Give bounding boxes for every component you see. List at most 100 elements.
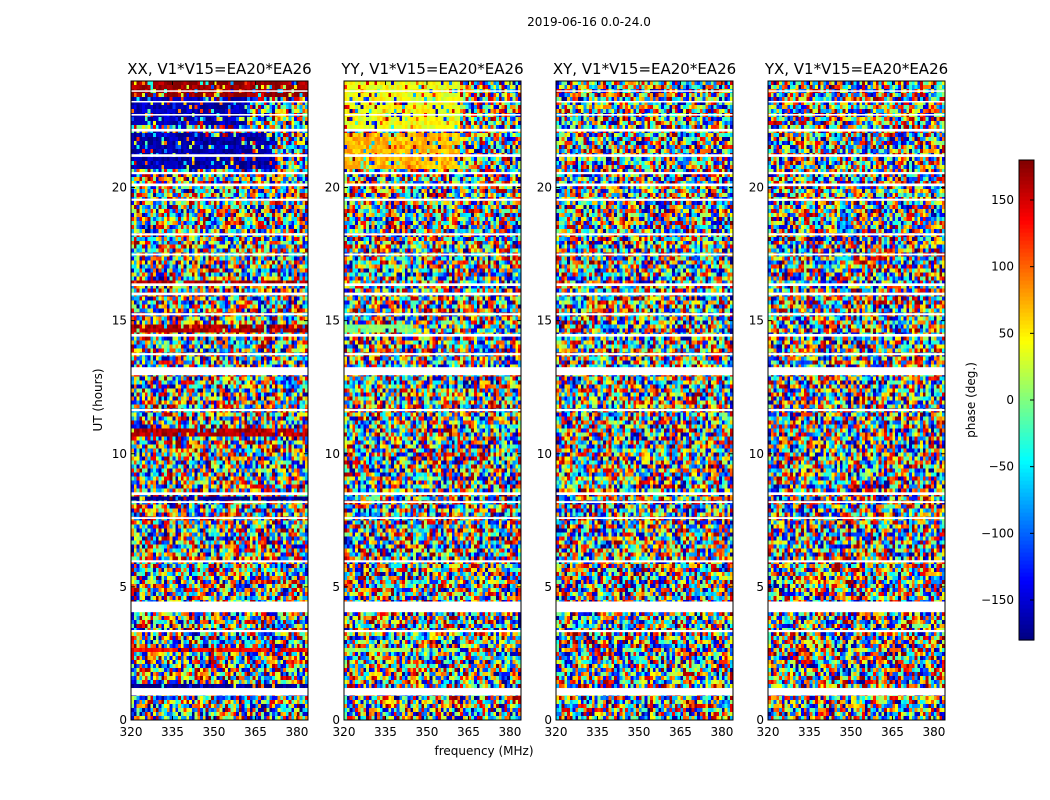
flagged-gap — [768, 353, 945, 356]
x-tick-label: 350 — [840, 725, 863, 739]
flagged-gap — [131, 128, 308, 132]
colorbar-tick-label: −100 — [981, 526, 1014, 540]
x-tick-label: 320 — [333, 725, 356, 739]
colorbar-step — [1019, 508, 1034, 513]
x-tick-label: 335 — [798, 725, 821, 739]
colorbar-tick-label: 100 — [991, 260, 1014, 274]
flagged-gap — [344, 313, 521, 316]
flagged-gap — [556, 630, 733, 633]
colorbar-step — [1019, 276, 1034, 281]
flagged-gap — [344, 233, 521, 236]
colorbar-step — [1019, 580, 1034, 585]
x-tick-label: 350 — [416, 725, 439, 739]
x-tick-label: 365 — [457, 725, 480, 739]
panel-1: XX, V1*V15=EA20*EA26 320 335 350 365 380 0 5 10 1… — [112, 60, 312, 739]
colorbar-step — [1019, 180, 1034, 185]
panel-frame — [767, 80, 946, 721]
flagged-gap — [344, 333, 521, 337]
colorbar-step — [1019, 220, 1034, 225]
colorbar-step — [1019, 416, 1034, 421]
flagged-gap — [768, 560, 945, 563]
flagged-gap — [344, 601, 521, 613]
colorbar-step — [1019, 200, 1034, 205]
colorbar-step — [1019, 616, 1034, 621]
colorbar-step — [1019, 364, 1034, 369]
y-tick-label: 15 — [537, 314, 552, 328]
colorbar-step — [1019, 608, 1034, 613]
x-tick-label: 365 — [244, 725, 267, 739]
y-tick-label: 5 — [332, 580, 340, 594]
colorbar-step — [1019, 408, 1034, 413]
colorbar: 150 100 50 0 −50 −100 −150 — [981, 159, 1035, 641]
flagged-gap — [344, 409, 521, 412]
colorbar-step — [1019, 396, 1034, 401]
colorbar-step — [1019, 476, 1034, 481]
panel-title: YX, V1*V15=EA20*EA26 — [764, 60, 948, 78]
flagged-gap — [768, 409, 945, 412]
colorbar-step — [1019, 424, 1034, 429]
colorbar-step — [1019, 592, 1034, 597]
flagged-gap — [556, 688, 733, 696]
flagged-gap — [556, 501, 733, 504]
x-tick-label: 335 — [374, 725, 397, 739]
y-tick-label: 10 — [325, 447, 340, 461]
y-axis-label: UT (hours) — [91, 368, 105, 431]
y-tick-label: 10 — [749, 447, 764, 461]
colorbar-step — [1019, 528, 1034, 533]
flagged-gap — [344, 172, 521, 175]
colorbar-step — [1019, 256, 1034, 261]
flagged-gap — [556, 100, 733, 103]
y-tick-label: 10 — [537, 447, 552, 461]
colorbar-step — [1019, 500, 1034, 505]
flagged-gap — [768, 128, 945, 132]
colorbar-step — [1019, 448, 1034, 453]
y-tick-label: 10 — [112, 447, 127, 461]
flagged-gap — [768, 154, 945, 157]
y-tick-label: 20 — [749, 181, 764, 195]
flagged-gap — [344, 353, 521, 356]
flagged-gap — [768, 233, 945, 236]
phase-heatmap — [131, 81, 308, 720]
flagged-gap — [131, 233, 308, 236]
flagged-gap — [768, 630, 945, 633]
flagged-gap — [131, 183, 308, 187]
colorbar-step — [1019, 368, 1034, 373]
flagged-gap — [768, 292, 945, 296]
flagged-gap — [556, 367, 733, 376]
colorbar-step — [1019, 628, 1034, 633]
x-tick-label: 335 — [161, 725, 184, 739]
panel-3: XY, V1*V15=EA20*EA26 320 335 350 365 380 0 5 10 1… — [537, 60, 736, 739]
colorbar-step — [1019, 260, 1034, 265]
colorbar-step — [1019, 456, 1034, 461]
colorbar-step — [1019, 340, 1034, 345]
colorbar-step — [1019, 280, 1034, 285]
colorbar-step — [1019, 584, 1034, 589]
colorbar-step — [1019, 224, 1034, 229]
flagged-gap — [344, 114, 521, 116]
flagged-gap — [131, 501, 308, 504]
panel-4: YX, V1*V15=EA20*EA26 320 335 350 365 380 0 5 10 1… — [749, 60, 948, 739]
flagged-gap — [344, 198, 521, 201]
flagged-gap — [131, 630, 308, 633]
flagged-gap — [131, 492, 308, 496]
colorbar-step — [1019, 160, 1034, 165]
colorbar-step — [1019, 612, 1034, 617]
colorbar-step — [1019, 304, 1034, 309]
colorbar-step — [1019, 540, 1034, 545]
colorbar-step — [1019, 308, 1034, 313]
colorbar-step — [1019, 268, 1034, 273]
flagged-gap — [556, 353, 733, 356]
colorbar-step — [1019, 332, 1034, 337]
flagged-gap — [768, 501, 945, 504]
colorbar-step — [1019, 324, 1034, 329]
colorbar-step — [1019, 444, 1034, 449]
colorbar-step — [1019, 464, 1034, 469]
colorbar-step — [1019, 432, 1034, 437]
y-tick-label: 5 — [544, 580, 552, 594]
flagged-gap — [131, 198, 308, 201]
flagged-gap — [768, 601, 945, 613]
flagged-gap — [344, 283, 521, 287]
colorbar-step — [1019, 520, 1034, 525]
colorbar-step — [1019, 480, 1034, 485]
